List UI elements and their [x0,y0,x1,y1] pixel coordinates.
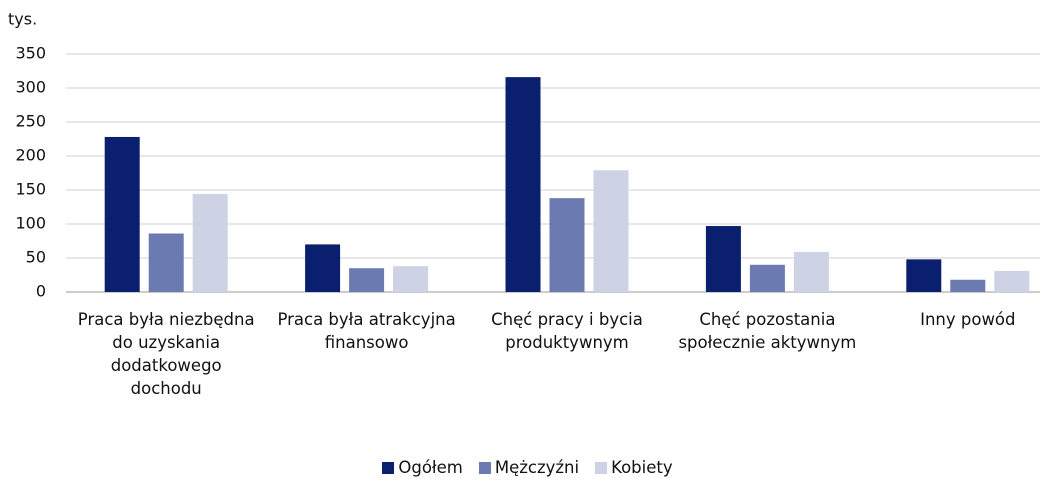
bar [393,266,429,292]
y-tick-label: 50 [26,248,46,267]
bar [950,279,986,292]
bar [349,268,385,292]
y-tick-label: 300 [15,78,46,97]
legend-item: Kobiety [595,458,673,477]
y-tick-label: 150 [15,180,46,199]
legend-swatch [595,462,608,474]
bar [305,244,341,292]
legend-item: Mężczyźni [478,458,580,477]
y-tick-label: 100 [15,214,46,233]
y-tick-label: 200 [15,146,46,165]
y-tick-label: 0 [36,282,46,301]
bar [148,233,184,292]
bar [705,226,741,292]
bar [549,198,585,292]
bar [593,170,629,292]
legend-swatch [478,462,491,474]
legend: Ogółem Mężczyźni Kobiety [0,458,1055,477]
bar [104,136,140,292]
bar [906,259,942,292]
x-tick-label: Inny powód [920,310,1016,329]
x-tick-label: Praca była niezbędna do uzyskania dodatk… [77,310,255,398]
y-axis-label: tys. [8,10,37,29]
bar [793,251,829,292]
legend-label: Ogółem [398,458,463,477]
bar [749,264,785,292]
legend-label: Kobiety [611,458,673,477]
legend-swatch [382,462,395,474]
x-tick-label: Praca była atrakcyjna finansowo [277,310,456,352]
y-tick-label: 250 [15,112,46,131]
legend-label: Mężczyźni [494,458,580,477]
bar [192,194,228,292]
bar [505,77,541,293]
y-tick-label: 350 [15,44,46,63]
x-tick-label: Chęć pracy i bycia produktywnym [491,310,643,352]
legend-item: Ogółem [382,458,463,477]
x-tick-label: Chęć pozostania społecznie aktywnym [678,310,857,352]
bar [994,270,1030,292]
